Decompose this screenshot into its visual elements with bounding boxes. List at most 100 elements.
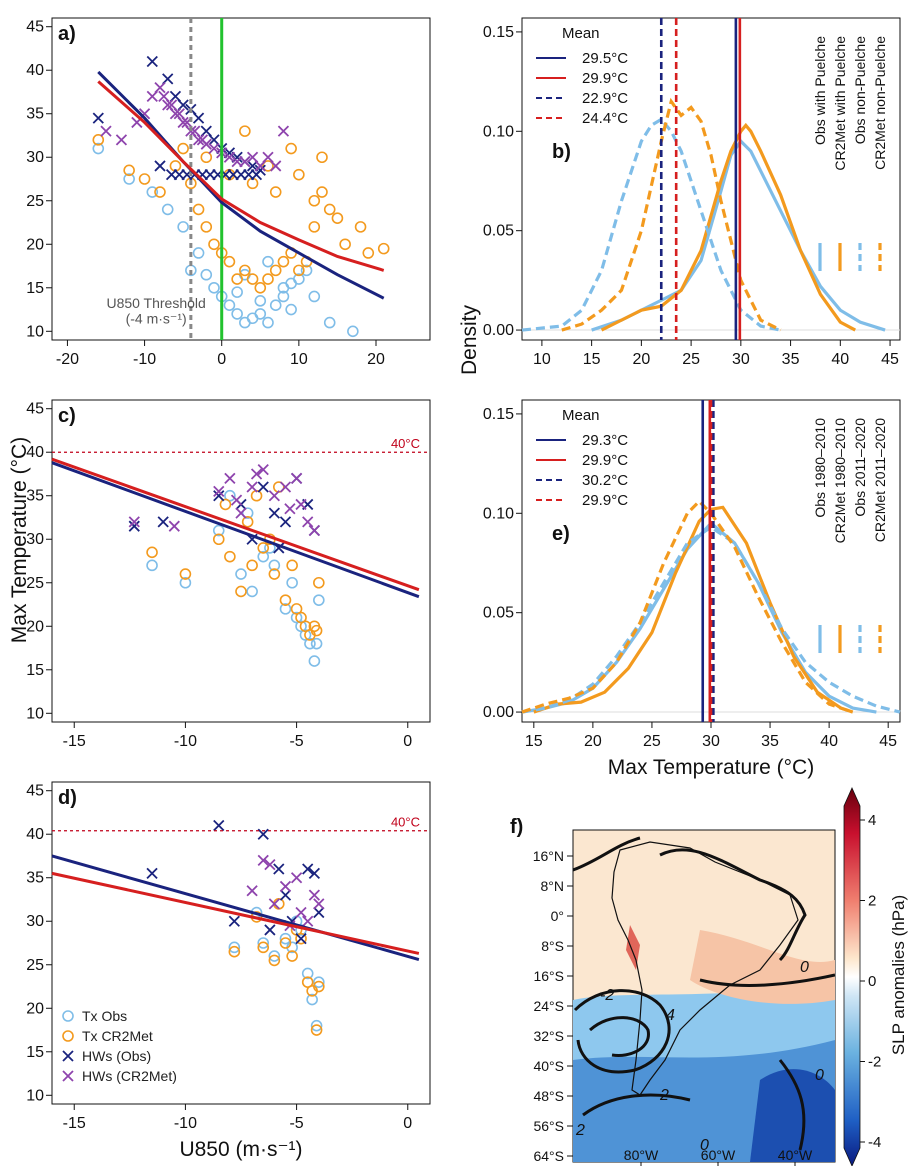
point-tx-cr2met: [254, 281, 267, 294]
point-tx-cr2met: [331, 212, 344, 224]
y-tick-label: 15: [26, 280, 44, 297]
point-tx-obs: [269, 299, 282, 311]
x-axis-label: U850 (m·s⁻¹): [179, 1138, 302, 1161]
point-hws-obs-: [257, 481, 269, 493]
point-tx-obs: [231, 286, 243, 298]
point-tx-cr2met: [286, 559, 298, 572]
point-hws-cr2met-: [290, 872, 303, 884]
point-tx-cr2met: [200, 151, 213, 164]
point-hws-obs-: [308, 867, 321, 880]
point-tx-cr2met: [269, 264, 282, 277]
point-tx-cr2met: [246, 273, 259, 285]
point-hws-cr2met-: [196, 134, 209, 146]
threshold-label: U850 Threshold: [106, 295, 205, 311]
x-tick-label: 10: [533, 351, 551, 368]
lat-tick-label: 64°S: [533, 1148, 564, 1164]
point-tx-cr2met: [323, 203, 336, 216]
point-tx-cr2met: [285, 142, 297, 155]
contour-inner-loop: [588, 1016, 650, 1058]
y-tick-label: 0.10: [483, 505, 514, 522]
point-hws-obs-: [264, 924, 276, 936]
point-hws-obs-: [146, 55, 158, 68]
y-tick-label: 15: [26, 1044, 44, 1061]
point-tx-obs: [304, 637, 316, 650]
point-hws-cr2met-: [277, 125, 290, 137]
y-tick-label: 25: [26, 193, 44, 210]
point-tx-obs: [313, 594, 325, 606]
legend-label: 29.3°C: [582, 432, 628, 449]
colorbar-tick-label: 2: [868, 893, 876, 910]
contour-label-0b: 0: [700, 1137, 709, 1154]
point-tx-cr2met: [310, 624, 323, 637]
point-hws-obs-: [213, 490, 225, 502]
point-tx-obs: [308, 655, 321, 667]
x-tick-label: 40: [820, 733, 838, 750]
legend-label: 29.9°C: [582, 452, 628, 469]
y-axis-label-right: Density: [458, 304, 481, 375]
point-hws-obs-: [295, 933, 307, 945]
y-tick-label: 40: [26, 62, 44, 79]
contour-label-0c: 0: [815, 1067, 824, 1084]
point-tx-cr2met: [177, 142, 189, 155]
point-hws-cr2met-: [268, 898, 280, 910]
point-hws-obs-: [279, 889, 292, 901]
point-hws-obs-: [268, 507, 280, 519]
point-tx-cr2met: [308, 194, 321, 207]
point-tx-obs: [286, 576, 298, 589]
point-hws-cr2met-: [168, 520, 180, 532]
point-hws-obs-: [92, 112, 104, 124]
point-tx-cr2met: [377, 242, 390, 255]
point-tx-cr2met: [241, 516, 254, 528]
point-tx-obs: [246, 585, 258, 598]
point-hws-cr2met-: [295, 498, 307, 511]
legend-marker: [62, 1070, 74, 1082]
contour-label-2b: 2: [575, 1122, 585, 1139]
point-hws-cr2met-: [264, 859, 276, 871]
reference-line-label: 40°C: [391, 815, 420, 830]
point-tx-obs: [179, 576, 192, 589]
point-hws-cr2met-: [224, 472, 236, 484]
point-tx-cr2met: [316, 186, 328, 198]
panel-label: e): [552, 523, 570, 545]
fit-line-navy: [97, 70, 385, 300]
lat-tick-label: 56°S: [533, 1118, 564, 1134]
point-hws-obs-: [302, 863, 314, 875]
y-tick-label: 10: [26, 705, 44, 722]
point-hws-obs-: [228, 915, 240, 927]
point-tx-cr2met: [310, 1024, 323, 1036]
point-tx-cr2met: [212, 533, 225, 546]
point-hws-obs-: [279, 516, 292, 528]
y-tick-label: 40: [26, 444, 44, 461]
point-hws-cr2met-: [270, 160, 282, 172]
legend-label: 29.5°C: [582, 50, 628, 67]
x-tick-label: -20: [56, 351, 79, 368]
point-tx-obs: [268, 559, 281, 572]
point-tx-obs: [228, 941, 241, 954]
point-tx-cr2met: [313, 980, 325, 993]
point-hws-obs-: [313, 906, 325, 919]
point-tx-obs: [257, 550, 270, 563]
map-lat-ticks: 16°N 8°N 0° 8°S 16°S 24°S 32°S 40°S 48°S 56°S 64°S: [533, 848, 573, 1164]
contour-label-0d: -2: [600, 987, 614, 1004]
panel-label: a): [58, 23, 76, 45]
point-tx-obs: [146, 559, 158, 572]
legend-label: HWs (CR2Met): [82, 1068, 177, 1084]
point-hws-obs-: [213, 819, 225, 832]
point-tx-obs: [323, 316, 336, 329]
point-tx-obs: [279, 603, 292, 615]
point-hws-obs-: [192, 112, 205, 124]
x-tick-label: 40: [831, 351, 849, 368]
x-tick-label: -15: [63, 1115, 86, 1132]
panel-b: 10 15 20 25 30 35 40 45 0.00 0.05 0.10 0.15 b) Mean 29…: [483, 17, 901, 368]
legend-marker: [62, 1010, 74, 1022]
point-tx-cr2met: [192, 203, 205, 216]
legend-label: Tx Obs: [82, 1008, 127, 1024]
point-hws-cr2met-: [295, 906, 307, 919]
lat-tick-label: 48°S: [533, 1088, 564, 1104]
legend-marker: [62, 1050, 74, 1062]
point-tx-cr2met: [293, 264, 305, 277]
point-tx-obs: [177, 221, 189, 233]
point-tx-cr2met: [354, 221, 367, 233]
point-tx-cr2met: [268, 954, 281, 967]
